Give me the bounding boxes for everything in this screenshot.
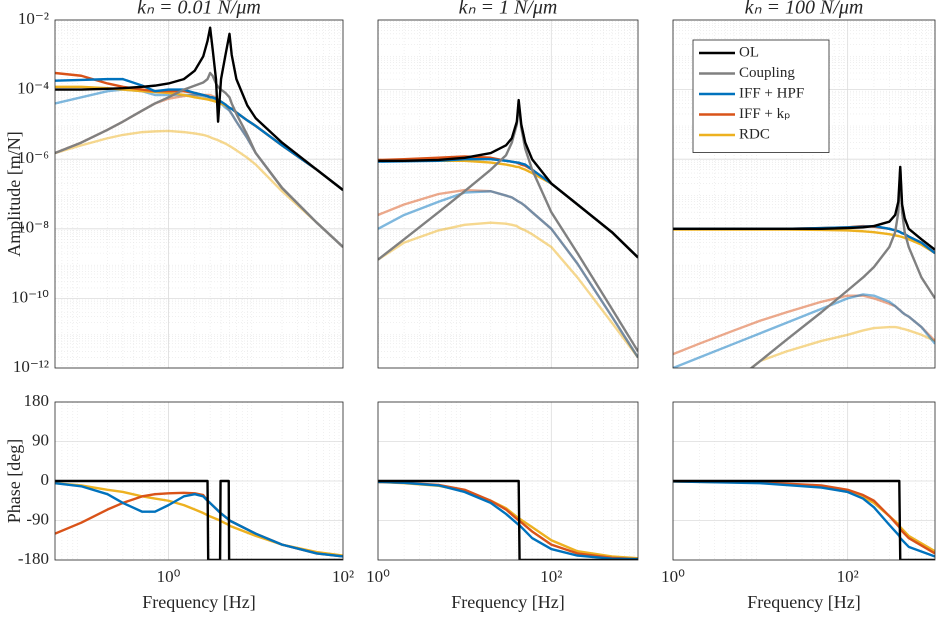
series-line [378, 221, 638, 359]
lines [378, 98, 638, 359]
series-line [673, 480, 935, 555]
subplot: kₙ = 100 N/μm OL Coupling IFF + HPF IFF + kₚ… [672, 0, 936, 369]
series-line [55, 71, 343, 248]
y-tick-label: 180 [24, 391, 50, 410]
y-axis-label: Amplitude [m/N] [4, 131, 24, 256]
y-tick-label: -90 [26, 509, 49, 528]
x-axis-label: Frequency [Hz] [142, 592, 255, 612]
series-line [378, 479, 638, 560]
lines [673, 479, 935, 560]
legend-label: RDC [739, 126, 770, 142]
legend-label: IFF + kₚ [739, 106, 791, 122]
series-line [378, 190, 638, 359]
axes-box [377, 401, 639, 561]
series-line [55, 26, 343, 191]
series-line [673, 165, 935, 251]
axes-box [672, 19, 936, 369]
lines [378, 479, 638, 560]
y-axis-label: Phase [deg] [4, 439, 24, 523]
y-tick-label: 10⁻⁶ [17, 148, 49, 167]
x-tick-label: 10² [332, 567, 354, 586]
y-tick-label: 10⁻¹² [13, 357, 49, 376]
x-tick-label: 10² [837, 567, 859, 586]
lines [55, 479, 343, 560]
subplot-title: kₙ = 1 N/μm [459, 0, 558, 19]
x-tick-label: 10⁰ [661, 567, 685, 586]
y-tick-label: 10⁻¹⁰ [11, 287, 49, 306]
series-line [673, 480, 935, 558]
series-line [55, 479, 343, 560]
axes-box [377, 19, 639, 369]
series-line [749, 165, 935, 368]
axes-box [54, 401, 344, 561]
legend-label: OL [739, 44, 759, 60]
legend-box [692, 39, 830, 153]
series-line [55, 129, 343, 248]
x-tick-label: 10⁰ [157, 567, 181, 586]
series-line [673, 293, 935, 368]
axes-box [54, 19, 344, 369]
y-tick-label: 90 [32, 430, 49, 449]
subplot: 10⁻¹² 10⁻¹⁰ 10⁻⁸ 10⁻⁶ 10⁻⁴ 10⁻² kₙ = 0.01 N/μm… [4, 0, 344, 376]
series-line [378, 98, 638, 259]
y-tick-label: 10⁻⁴ [17, 79, 49, 98]
legend-label: Coupling [739, 65, 795, 81]
axes-box [672, 401, 936, 561]
subplot: 10⁰ 10² -180 -90 0 90 180 Frequency [Hz] Phase [… [4, 391, 354, 612]
lines [55, 26, 343, 248]
y-tick-label: 10⁻² [18, 9, 49, 28]
x-tick-label: 10² [540, 567, 562, 586]
subplot-title: kₙ = 100 N/μm [745, 0, 864, 19]
subplot: 10⁰ 10² Frequency [Hz] [366, 401, 639, 612]
plot-area [55, 20, 343, 368]
legend-label: IFF + HPF [739, 85, 804, 101]
plot-area [378, 20, 638, 368]
series-line [55, 77, 343, 191]
x-axis-label: Frequency [Hz] [451, 592, 564, 612]
lines [673, 165, 935, 368]
x-axis-label: Frequency [Hz] [747, 592, 860, 612]
subplot: 10⁰ 10² Frequency [Hz] [661, 401, 936, 612]
series-line [673, 479, 935, 560]
y-tick-label: 0 [41, 470, 50, 489]
legend: OL Coupling IFF + HPF IFF + kₚ RDC [692, 39, 830, 153]
y-tick-label: -180 [18, 549, 49, 568]
y-tick-label: 10⁻⁸ [17, 218, 49, 237]
subplot-title: kₙ = 0.01 N/μm [137, 0, 261, 19]
x-tick-label: 10⁰ [366, 567, 390, 586]
subplot: kₙ = 1 N/μm [377, 0, 639, 369]
